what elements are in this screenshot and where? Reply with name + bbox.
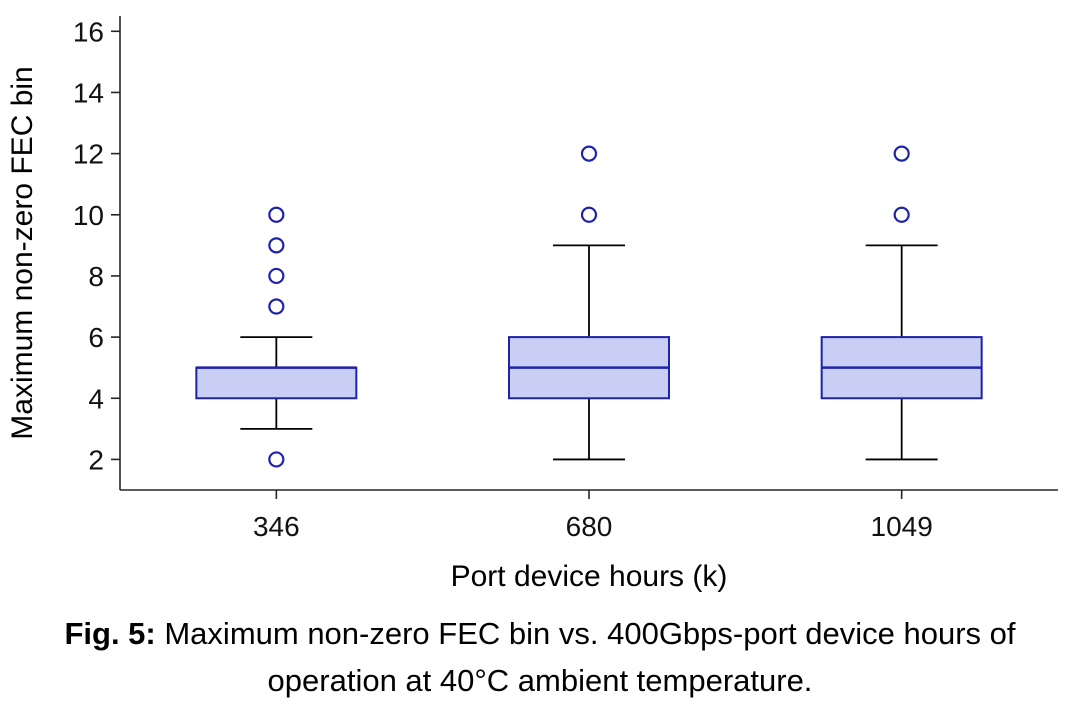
outlier-point	[268, 267, 285, 285]
outlier-point	[268, 206, 285, 223]
y-tick-label: 4	[88, 383, 104, 414]
x-tick-label: 1049	[871, 511, 933, 542]
y-tick-label: 16	[73, 16, 104, 47]
outlier-point	[268, 298, 285, 315]
outlier-point	[580, 206, 598, 223]
figure-caption: Fig. 5: Maximum non-zero FEC bin vs. 400…	[40, 605, 1040, 704]
outlier-point	[893, 145, 910, 162]
y-tick-label: 2	[88, 444, 104, 475]
y-axis-label: Maximum non-zero FEC bin	[6, 66, 39, 439]
outlier-point	[268, 237, 285, 254]
x-tick-label: 346	[253, 511, 300, 542]
x-axis-label: Port device hours (k)	[451, 560, 728, 593]
outlier-point	[580, 145, 598, 162]
caption-fig-label: Fig. 5:	[64, 616, 156, 651]
y-tick-label: 12	[73, 139, 104, 170]
outlier-point	[268, 451, 285, 468]
y-tick-label: 10	[73, 200, 104, 231]
y-tick-label: 8	[88, 261, 104, 292]
y-tick-label: 6	[88, 322, 104, 353]
y-tick-label: 14	[73, 77, 104, 108]
outlier-point	[893, 206, 910, 223]
iqr-box	[195, 366, 358, 400]
boxplot-chart: 2 4 6 8 10 12 14 16 346 680 1049 Maximum non-zero F…	[6, 16, 1058, 593]
caption-text: Maximum non-zero FEC bin vs. 400Gbps-por…	[155, 616, 1016, 698]
x-tick-label: 680	[566, 511, 613, 542]
